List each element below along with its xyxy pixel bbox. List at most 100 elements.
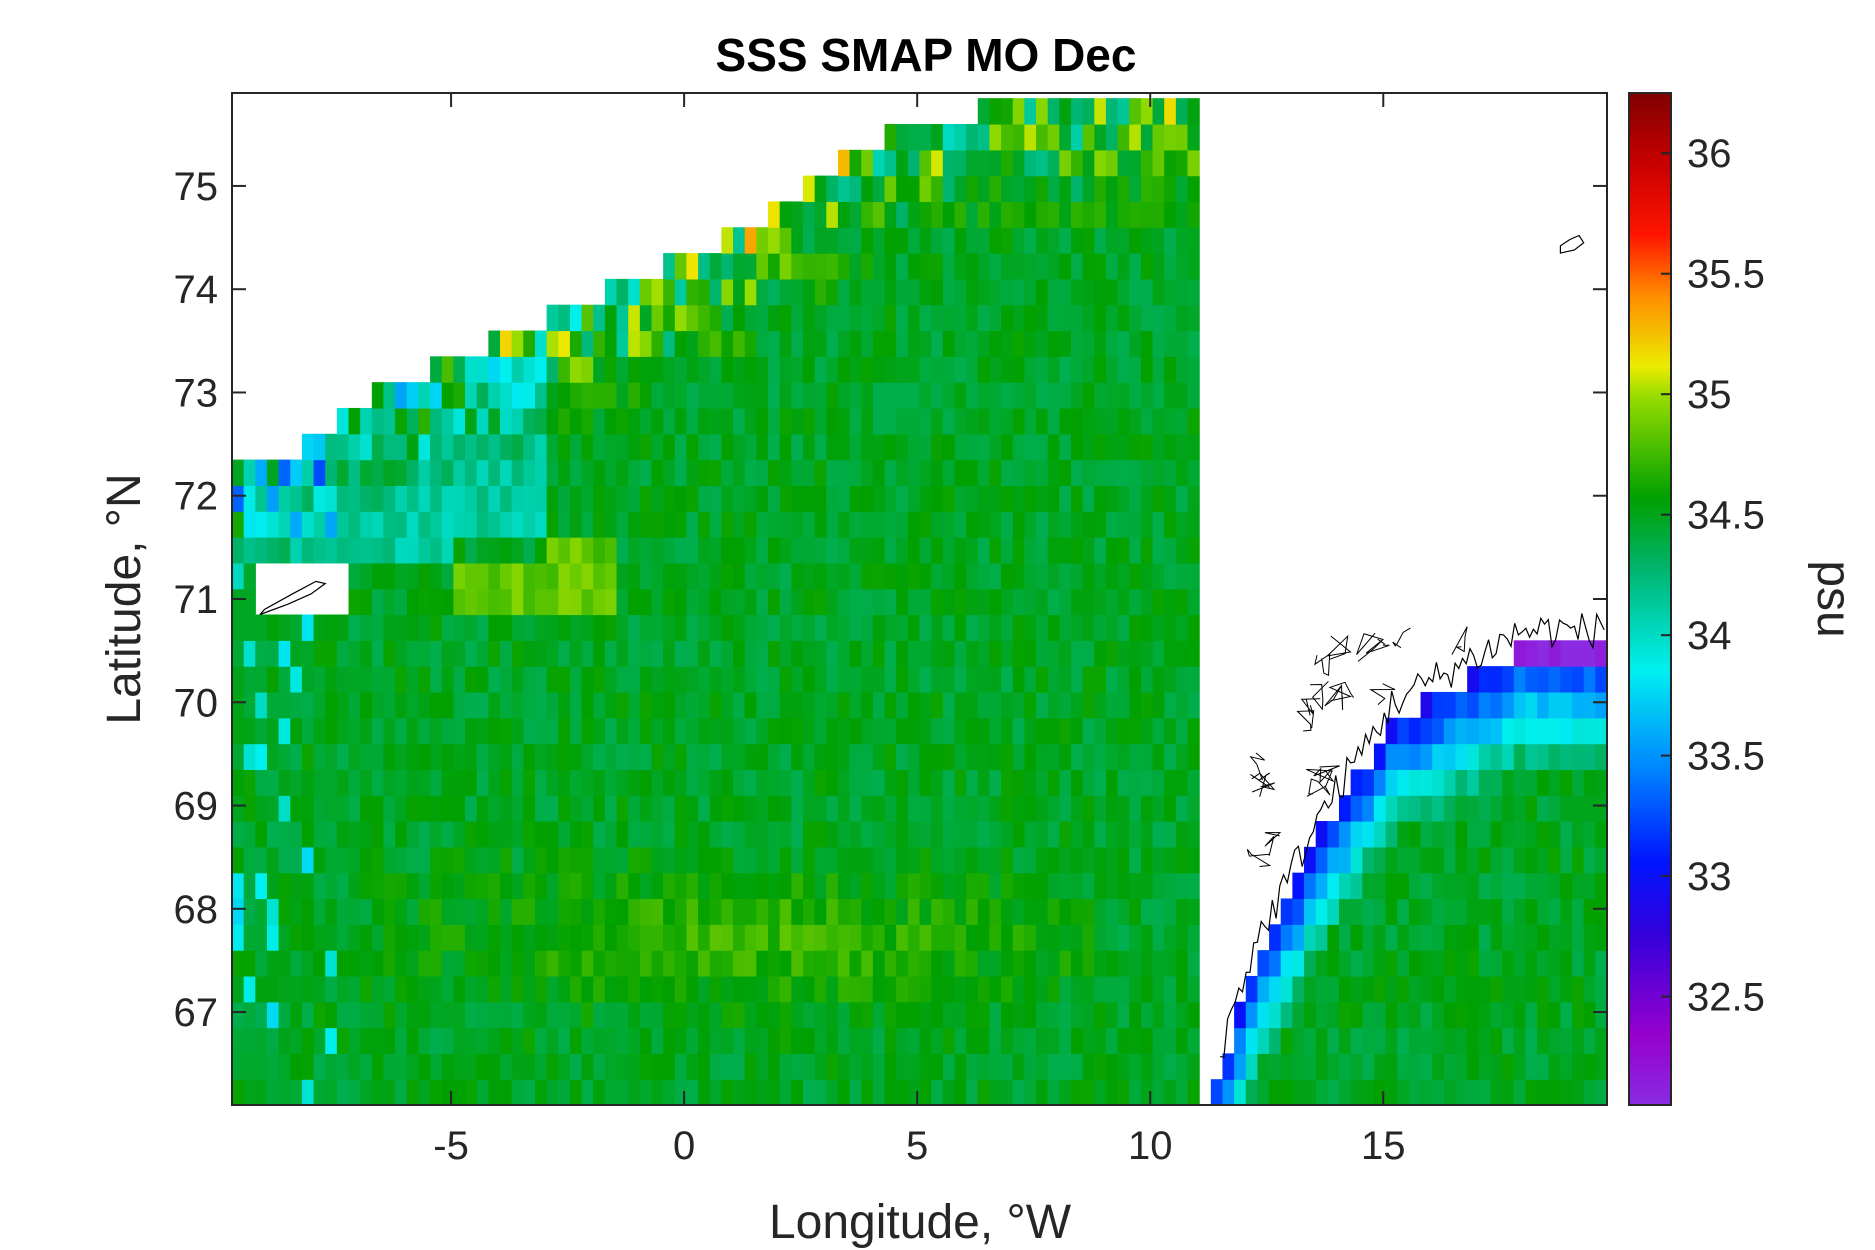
heatmap-cell (476, 975, 489, 1003)
heatmap-cell (278, 691, 291, 719)
heatmap-cell (639, 356, 653, 383)
heatmap-cell (931, 201, 944, 228)
heatmap-cell (488, 407, 501, 435)
heatmap-cell (406, 588, 420, 616)
heatmap-cell (663, 330, 676, 357)
heatmap-cell (1362, 975, 1375, 1003)
heatmap-cell (1082, 278, 1095, 306)
heatmap-cell (1304, 1053, 1317, 1080)
heatmap-cell (1175, 950, 1189, 977)
heatmap-cell (266, 872, 280, 900)
heatmap-cell (768, 640, 781, 667)
heatmap-cell (1059, 537, 1072, 564)
heatmap-cell (977, 433, 991, 461)
heatmap-cell (1478, 1079, 1492, 1106)
heatmap-cell (942, 588, 956, 616)
heatmap-cell (569, 485, 583, 512)
heatmap-cell (884, 950, 897, 977)
heatmap-cell (569, 562, 583, 590)
heatmap-cell (977, 562, 991, 590)
heatmap-cell (616, 278, 629, 306)
heatmap-cell (301, 1027, 315, 1054)
heatmap-cell (278, 795, 291, 822)
heatmap-cell (919, 588, 932, 616)
heatmap-cell (628, 1053, 641, 1080)
colorbar-tick-label: 34.5 (1687, 494, 1765, 538)
heatmap-cell (616, 821, 629, 848)
heatmap-cell (243, 821, 256, 848)
heatmap-cell (1373, 1079, 1387, 1106)
heatmap-cell (651, 614, 664, 641)
heatmap-cell (476, 485, 489, 512)
heatmap-cell (488, 1053, 501, 1080)
heatmap-cell (698, 717, 711, 745)
heatmap-cell (1105, 149, 1119, 177)
heatmap-cell (1385, 821, 1398, 848)
heatmap-cell (453, 382, 466, 409)
heatmap-cell (966, 175, 979, 203)
heatmap-cell (1140, 407, 1154, 435)
heatmap-cell (849, 356, 862, 383)
heatmap-cell (1280, 950, 1293, 977)
heatmap-cell (861, 562, 874, 590)
heatmap-cell (896, 717, 909, 745)
heatmap-cell (1012, 640, 1025, 667)
heatmap-cell (756, 614, 769, 641)
heatmap-cell (966, 975, 979, 1003)
heatmap-cell (1187, 562, 1200, 590)
heatmap-cell (1187, 278, 1200, 306)
heatmap-cell (546, 382, 559, 409)
heatmap-cell (243, 795, 256, 822)
heatmap-cell (534, 795, 548, 822)
heatmap-cell (1036, 1079, 1049, 1106)
heatmap-cell (698, 743, 711, 770)
heatmap-cell (1164, 666, 1177, 693)
heatmap-cell (849, 717, 862, 745)
heatmap-cell (1036, 485, 1049, 512)
heatmap-cell (1082, 950, 1095, 977)
heatmap-cell (884, 278, 897, 306)
heatmap-cell (569, 1079, 583, 1106)
heatmap-cell (406, 691, 420, 719)
heatmap-cell (569, 1001, 583, 1029)
heatmap-cell (523, 795, 536, 822)
heatmap-cell (907, 278, 921, 306)
heatmap-cell (1397, 872, 1410, 900)
heatmap-cell (686, 459, 699, 487)
heatmap-cell (942, 898, 956, 925)
heatmap-cell (884, 382, 897, 409)
heatmap-cell (430, 433, 443, 461)
heatmap-cell (593, 795, 606, 822)
heatmap-cell (266, 924, 280, 951)
heatmap-cell (290, 846, 303, 874)
heatmap-cell (1129, 1027, 1142, 1054)
heatmap-cell (768, 975, 781, 1003)
heatmap-cell (1094, 433, 1107, 461)
heatmap-cell (1560, 1027, 1573, 1054)
heatmap-cell (721, 898, 734, 925)
heatmap-cell (558, 485, 571, 512)
chart-title: SSS SMAP MO Dec (716, 29, 1137, 81)
heatmap-cell (1082, 433, 1095, 461)
heatmap-cell (849, 1027, 862, 1054)
heatmap-cell (511, 433, 524, 461)
heatmap-cell (1408, 898, 1422, 925)
heatmap-cell (989, 795, 1002, 822)
heatmap-cell (1338, 898, 1352, 925)
heatmap-cell (651, 691, 664, 719)
heatmap-cell (744, 846, 757, 874)
heatmap-cell (348, 588, 361, 616)
heatmap-cell (1164, 278, 1177, 306)
heatmap-cell (674, 975, 688, 1003)
heatmap-cell (1105, 743, 1119, 770)
heatmap-cell (826, 691, 839, 719)
heatmap-cell (232, 588, 245, 616)
heatmap-cell (1420, 1001, 1433, 1029)
heatmap-cell (1583, 821, 1596, 848)
heatmap-cell (884, 330, 897, 357)
heatmap-cell (1338, 924, 1352, 951)
heatmap-cell (1187, 253, 1200, 280)
heatmap-cell (931, 562, 944, 590)
heatmap-cell (1105, 459, 1119, 487)
